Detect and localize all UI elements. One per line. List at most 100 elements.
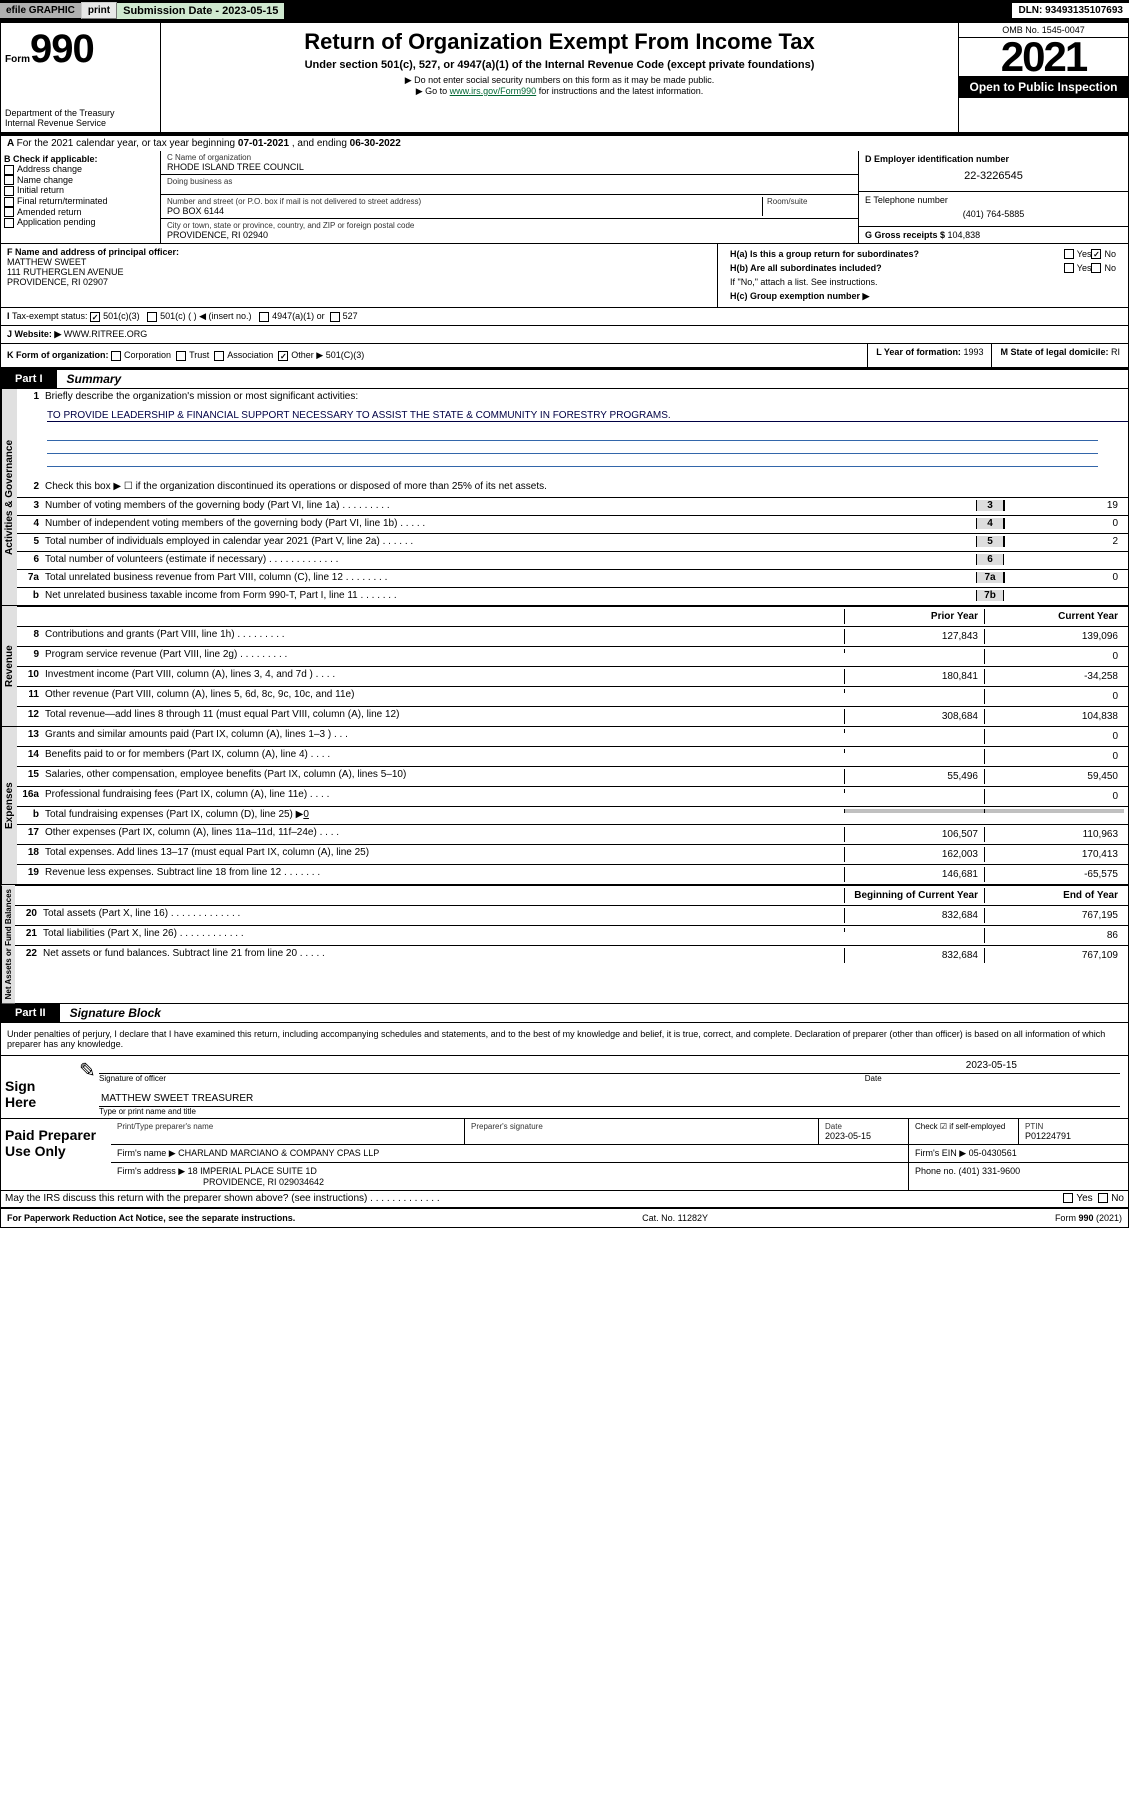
l13: Grants and similar amounts paid (Part IX…	[45, 729, 844, 740]
firm-addr-label: Firm's address ▶	[117, 1166, 185, 1176]
cb-other[interactable]	[278, 351, 288, 361]
l3: Number of voting members of the governin…	[45, 500, 976, 511]
year-formed: 1993	[963, 347, 983, 357]
p19: 146,681	[844, 867, 984, 882]
discuss-no[interactable]	[1098, 1193, 1108, 1203]
l16b: Total fundraising expenses (Part IX, col…	[45, 809, 303, 820]
sig-officer-field[interactable]	[99, 1058, 863, 1074]
officer-name: MATTHEW SWEET	[7, 257, 711, 267]
cb-name: Name change	[4, 175, 157, 186]
sig-officer-label: Signature of officer	[99, 1074, 865, 1083]
dln-label: DLN: 93493135107693	[1012, 3, 1129, 18]
firm-phone: (401) 331-9600	[959, 1166, 1021, 1176]
part1-tag: Part I	[1, 370, 57, 388]
l19: Revenue less expenses. Subtract line 18 …	[45, 867, 844, 878]
ha-yes[interactable]	[1064, 249, 1074, 259]
hc-label: H(c) Group exemption number ▶	[724, 289, 1122, 304]
l-label: L Year of formation:	[876, 347, 963, 357]
hb-label: H(b) Are all subordinates included?	[730, 263, 1064, 273]
c16a: 0	[984, 789, 1124, 804]
mission: TO PROVIDE LEADERSHIP & FINANCIAL SUPPOR…	[47, 410, 1128, 422]
org-addr: PO BOX 6144	[167, 206, 762, 216]
firm-addr2: PROVIDENCE, RI 029034642	[203, 1177, 324, 1187]
prep-name-label: Print/Type preparer's name	[117, 1122, 458, 1131]
print-button[interactable]: print	[81, 2, 117, 19]
org-city: PROVIDENCE, RI 02940	[167, 230, 852, 240]
efile-label: efile GRAPHIC	[0, 3, 81, 18]
l2: Check this box ▶ ☐ if the organization d…	[45, 481, 1124, 492]
hb-no[interactable]	[1091, 263, 1101, 273]
v4: 0	[1004, 518, 1124, 529]
prep-sig-label: Preparer's signature	[471, 1122, 812, 1131]
v7a: 0	[1004, 572, 1124, 583]
cb-amended: Amended return	[4, 207, 157, 218]
cb-initial: Initial return	[4, 185, 157, 196]
cb-501c[interactable]	[147, 312, 157, 322]
p15: 55,496	[844, 769, 984, 784]
ha-no[interactable]	[1091, 249, 1101, 259]
eoy-hdr: End of Year	[984, 888, 1124, 903]
firm-name: CHARLAND MARCIANO & COMPANY CPAS LLP	[178, 1148, 379, 1158]
c19: -65,575	[984, 867, 1124, 882]
p14	[844, 749, 984, 753]
l1: Briefly describe the organization's miss…	[45, 391, 1124, 402]
c9: 0	[984, 649, 1124, 664]
cb-trust[interactable]	[176, 351, 186, 361]
phone: (401) 764-5885	[865, 205, 1122, 223]
l5: Total number of individuals employed in …	[45, 536, 976, 547]
period-row: A For the 2021 calendar year, or tax yea…	[1, 135, 1128, 151]
officer-printed: MATTHEW SWEET TREASURER	[99, 1091, 1120, 1107]
period-begin: 07-01-2021	[238, 138, 289, 149]
cb-assoc[interactable]	[214, 351, 224, 361]
cb-final: Final return/terminated	[4, 196, 157, 207]
l7b: Net unrelated business taxable income fr…	[45, 590, 976, 601]
top-bar: efile GRAPHIC print Submission Date - 20…	[0, 0, 1129, 22]
p21	[844, 928, 984, 932]
gross-receipts: 104,838	[948, 230, 981, 240]
p20: 832,684	[844, 908, 984, 923]
cb-527[interactable]	[330, 312, 340, 322]
officer-addr1: 111 RUTHERGLEN AVENUE	[7, 267, 711, 277]
open-public-badge: Open to Public Inspection	[959, 76, 1128, 98]
c18: 170,413	[984, 847, 1124, 862]
l15: Salaries, other compensation, employee b…	[45, 769, 844, 780]
tax-year: 2021	[959, 38, 1128, 76]
cb-pending: Application pending	[4, 217, 157, 228]
officer-addr2: PROVIDENCE, RI 02907	[7, 277, 711, 287]
cb-address: Address change	[4, 164, 157, 175]
p22: 832,684	[844, 948, 984, 963]
k-label: K Form of organization:	[7, 350, 109, 360]
ein-label: D Employer identification number	[865, 154, 1122, 164]
ha-label: H(a) Is this a group return for subordin…	[730, 249, 1064, 259]
section-b-label: B Check if applicable:	[4, 154, 157, 164]
cb-501c3[interactable]	[90, 312, 100, 322]
cb-4947[interactable]	[259, 312, 269, 322]
phone-label: E Telephone number	[865, 195, 1122, 205]
part2-title: Signature Block	[60, 1006, 161, 1020]
p10: 180,841	[844, 669, 984, 684]
ein: 22-3226545	[865, 164, 1122, 188]
ptin-label: PTIN	[1025, 1122, 1122, 1131]
c22: 767,109	[984, 948, 1124, 963]
cb-corp[interactable]	[111, 351, 121, 361]
p18: 162,003	[844, 847, 984, 862]
form-number: Form990	[5, 27, 156, 72]
c12: 104,838	[984, 709, 1124, 724]
discuss-yes[interactable]	[1063, 1193, 1073, 1203]
period-b: , and ending	[292, 138, 350, 149]
l4: Number of independent voting members of …	[45, 518, 976, 529]
vtab-net: Net Assets or Fund Balances	[1, 885, 15, 1003]
paid-preparer-label: Paid Preparer Use Only	[1, 1119, 111, 1190]
hb-yes[interactable]	[1064, 263, 1074, 273]
firm-phone-label: Phone no.	[915, 1166, 959, 1176]
irs-link[interactable]: www.irs.gov/Form990	[450, 86, 537, 96]
vtab-governance: Activities & Governance	[1, 389, 17, 605]
boy-hdr: Beginning of Current Year	[844, 888, 984, 903]
period-a: For the 2021 calendar year, or tax year …	[17, 138, 238, 149]
p13	[844, 729, 984, 733]
website-label: Website: ▶	[15, 329, 62, 339]
part2-tag: Part II	[1, 1004, 60, 1022]
c13: 0	[984, 729, 1124, 744]
form-footer: Form 990 (2021)	[1055, 1213, 1122, 1223]
cat-no: Cat. No. 11282Y	[642, 1213, 708, 1223]
